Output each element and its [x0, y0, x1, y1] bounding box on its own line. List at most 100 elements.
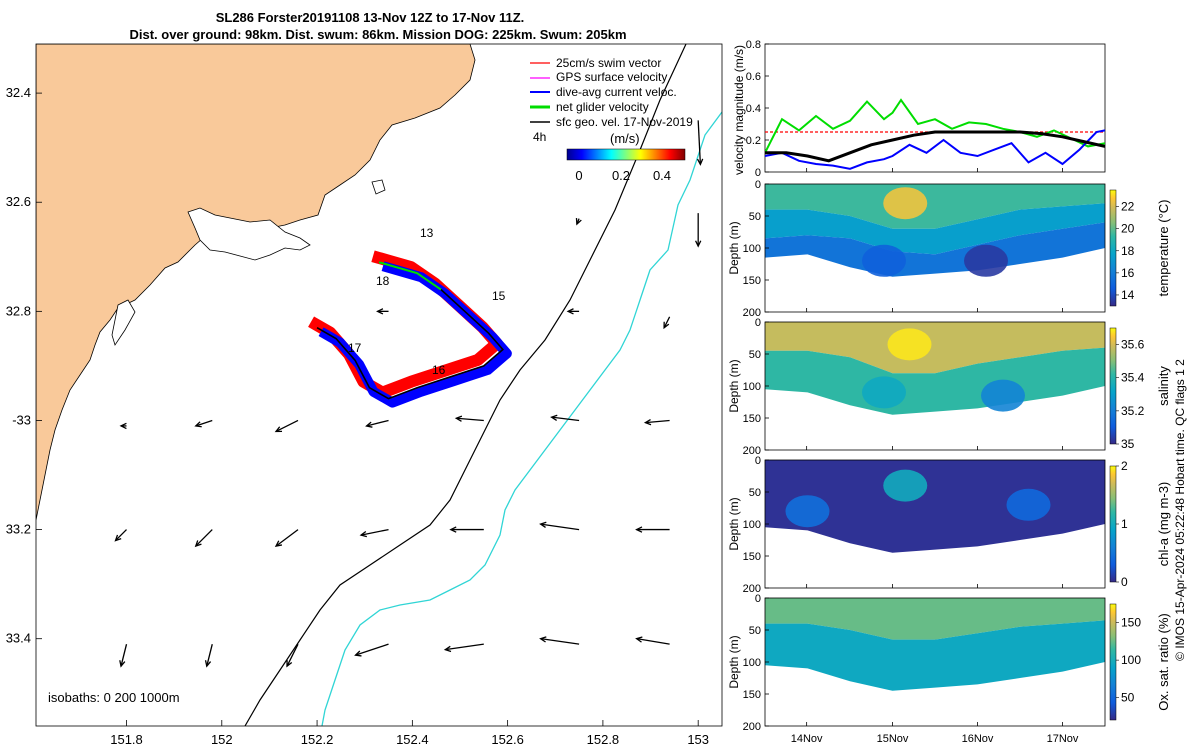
- geo-vector: [195, 529, 213, 547]
- geo-vector-head: [539, 636, 547, 643]
- geo-vector-head: [274, 540, 283, 547]
- geo-vector-head: [539, 521, 547, 528]
- legend-geo: sfc geo. vel. 17-Nov-2019: [556, 115, 693, 129]
- section-patch: [887, 328, 932, 361]
- colorbar-tick-label: 50: [1121, 691, 1135, 705]
- section-patch: [883, 469, 928, 502]
- depth-tick-label: 150: [743, 413, 761, 425]
- section-panel: 0 50 100 150 200 Depth (m) 22 20 18 16 14 temperatu…: [727, 179, 1171, 319]
- geo-vector-head: [575, 218, 582, 226]
- depth-tick-label: 50: [749, 211, 761, 223]
- depth-tick-label: 0: [755, 593, 761, 605]
- map-x-ticks: 151.8 152 152.2 152.4 152.6 152.8 153: [110, 720, 709, 747]
- geo-vector: [540, 523, 580, 531]
- colorbar-tick-label: 20: [1121, 222, 1135, 236]
- colorbar-tick-label: 35: [1121, 437, 1135, 451]
- geo-vector-head: [354, 650, 362, 657]
- legend-gps: GPS surface velocity: [556, 70, 667, 84]
- geo-vector-head: [635, 636, 643, 643]
- depth-tick-label: 200: [743, 307, 761, 319]
- legend-time-label: 4h: [533, 130, 546, 144]
- colorbar-tick-label: 2: [1121, 459, 1128, 473]
- map-y-tick-label: -33: [12, 412, 31, 427]
- section-layer: [765, 620, 1105, 691]
- geo-vector-head: [286, 660, 293, 668]
- map-colorbar: [566, 148, 686, 161]
- geo-vector-head: [550, 414, 558, 421]
- colorbar-tick-2: 0.4: [653, 168, 671, 183]
- geo-vector-head: [365, 421, 373, 428]
- track-label-18: 18: [376, 274, 390, 288]
- geo-vector-head: [449, 526, 457, 533]
- map-y-tick-label: 32.4: [6, 85, 31, 100]
- colorbar-label: temperature (°C): [1156, 200, 1171, 297]
- velocity-panel: 0 0.2 0.4 0.6 0.8 velocity magnitude (m/s): [732, 39, 1106, 179]
- geo-vector-head: [114, 534, 122, 542]
- velocity-y-tick-label: 0.2: [746, 135, 761, 147]
- time-tick-label: 17Nov: [1047, 733, 1079, 745]
- velocity-ylabel: velocity magnitude (m/s): [732, 45, 746, 175]
- geo-vector: [697, 120, 702, 165]
- velocity-y-ticks: 0 0.2 0.4 0.6 0.8: [746, 39, 769, 179]
- track-label-16: 16: [432, 363, 446, 377]
- geo-vector: [445, 643, 484, 651]
- geo-vector: [360, 528, 389, 536]
- time-tick-label: 16Nov: [962, 733, 994, 745]
- section-layer: [765, 322, 1105, 374]
- depth-tick-label: 0: [755, 455, 761, 467]
- map-x-tick-label: 152.8: [587, 732, 620, 747]
- legend-net: net glider velocity: [556, 100, 649, 114]
- depth-tick-label: 100: [743, 519, 761, 531]
- section-layer: [765, 184, 1105, 229]
- section-patch: [964, 244, 1008, 277]
- geo-vector-head: [566, 308, 574, 315]
- depth-ylabel: Depth (m): [727, 497, 741, 550]
- map-x-tick-label: 152.2: [301, 732, 334, 747]
- colorbar-tick-0: 0: [575, 168, 582, 183]
- track-label-17: 17: [348, 341, 362, 355]
- geo-vector-head: [694, 240, 702, 248]
- imos-credit: © IMOS 15-Apr-2024 05:22:48 Hobart time.…: [1173, 359, 1187, 661]
- section-layer: [765, 222, 1105, 277]
- geo-vector-head: [204, 660, 212, 668]
- velocity-series-line: [765, 130, 1105, 163]
- section-layer: [765, 460, 1105, 553]
- velocity-y-tick-label: 0.8: [746, 39, 761, 51]
- section-patch: [862, 244, 906, 277]
- geo-vector: [355, 643, 389, 656]
- section-colorbar: [1109, 327, 1117, 445]
- net-velocity-line: [378, 261, 442, 291]
- section-layer: [765, 598, 1105, 640]
- colorbar-tick-label: 18: [1121, 244, 1135, 258]
- map-x-tick-label: 151.8: [110, 732, 143, 747]
- geo-vector-head: [359, 530, 367, 538]
- map-legend: 25cm/s swim vector GPS surface velocity …: [530, 56, 693, 183]
- geo-vector: [636, 638, 670, 645]
- colorbar-label: salinity: [1156, 366, 1171, 406]
- section-colorbar: [1109, 465, 1117, 583]
- map-x-tick-label: 153: [687, 732, 709, 747]
- velocity-y-tick-label: 0.4: [746, 103, 761, 115]
- map-y-tick-label: 32.6: [6, 194, 31, 209]
- track-label-15: 15: [492, 289, 506, 303]
- map-y-tick-label: 33.2: [6, 522, 31, 537]
- colorbar-label: chl-a (mg m-3): [1156, 482, 1171, 567]
- velocity-series-line: [765, 129, 1105, 170]
- section-panel: 0 50 100 150 200 Depth (m) 2 1 0 chl-a (mg m-3): [727, 455, 1171, 595]
- geo-vector: [551, 416, 580, 422]
- legend-swim: 25cm/s swim vector: [556, 56, 661, 70]
- geo-vector-head: [696, 158, 704, 166]
- colorbar-tick-label: 150: [1121, 616, 1141, 630]
- title-line1: SL286 Forster20191108 13-Nov 12Z to 17-N…: [216, 10, 525, 25]
- velocity-y-tick-label: 0.6: [746, 71, 761, 83]
- geo-vector-head: [443, 645, 452, 653]
- geo-vector: [663, 316, 671, 329]
- isobath-200m: [244, 44, 687, 726]
- lake-area: [187, 207, 311, 261]
- colorbar-tick-label: 100: [1121, 653, 1141, 667]
- geo-vector: [120, 644, 128, 667]
- depth-tick-label: 150: [743, 551, 761, 563]
- colorbar-tick-label: 1: [1121, 517, 1128, 531]
- depth-ylabel: Depth (m): [727, 221, 741, 274]
